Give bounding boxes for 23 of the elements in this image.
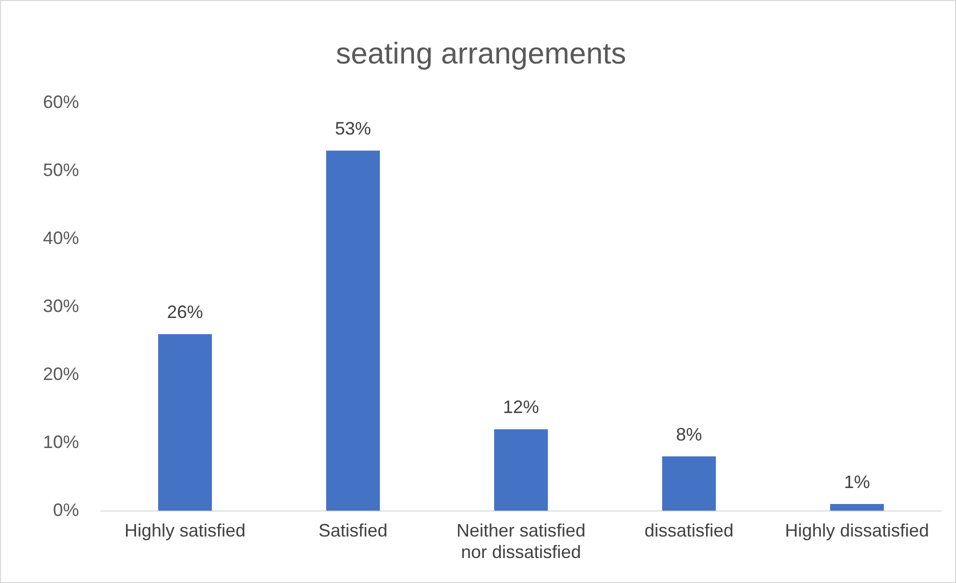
bar bbox=[158, 334, 212, 511]
chart-title: seating arrangements bbox=[336, 37, 626, 70]
bar bbox=[326, 150, 380, 511]
x-tick-label: Satisfied bbox=[318, 520, 388, 541]
data-label: 1% bbox=[844, 472, 870, 492]
data-label: 53% bbox=[335, 118, 372, 139]
y-tick-label: 20% bbox=[42, 364, 80, 384]
data-label: 8% bbox=[676, 424, 702, 444]
x-tick-label: dissatisfied bbox=[644, 520, 734, 541]
bar bbox=[494, 429, 548, 511]
x-tick-label: Neither satisfied nor dissatisfied bbox=[456, 520, 586, 562]
x-tick-label: Highly satisfied bbox=[124, 520, 246, 541]
bar bbox=[830, 504, 884, 511]
y-tick-label: 30% bbox=[42, 296, 80, 316]
bar bbox=[662, 456, 716, 511]
data-label: 12% bbox=[503, 397, 540, 418]
y-tick-label: 50% bbox=[42, 160, 80, 180]
y-tick-label: 60% bbox=[42, 92, 80, 112]
y-tick-label: 0% bbox=[53, 500, 80, 520]
y-tick-label: 10% bbox=[42, 432, 80, 452]
x-tick-label: Highly dissatisfied bbox=[784, 520, 930, 541]
y-tick-label: 40% bbox=[42, 228, 80, 248]
data-label: 26% bbox=[167, 302, 204, 322]
